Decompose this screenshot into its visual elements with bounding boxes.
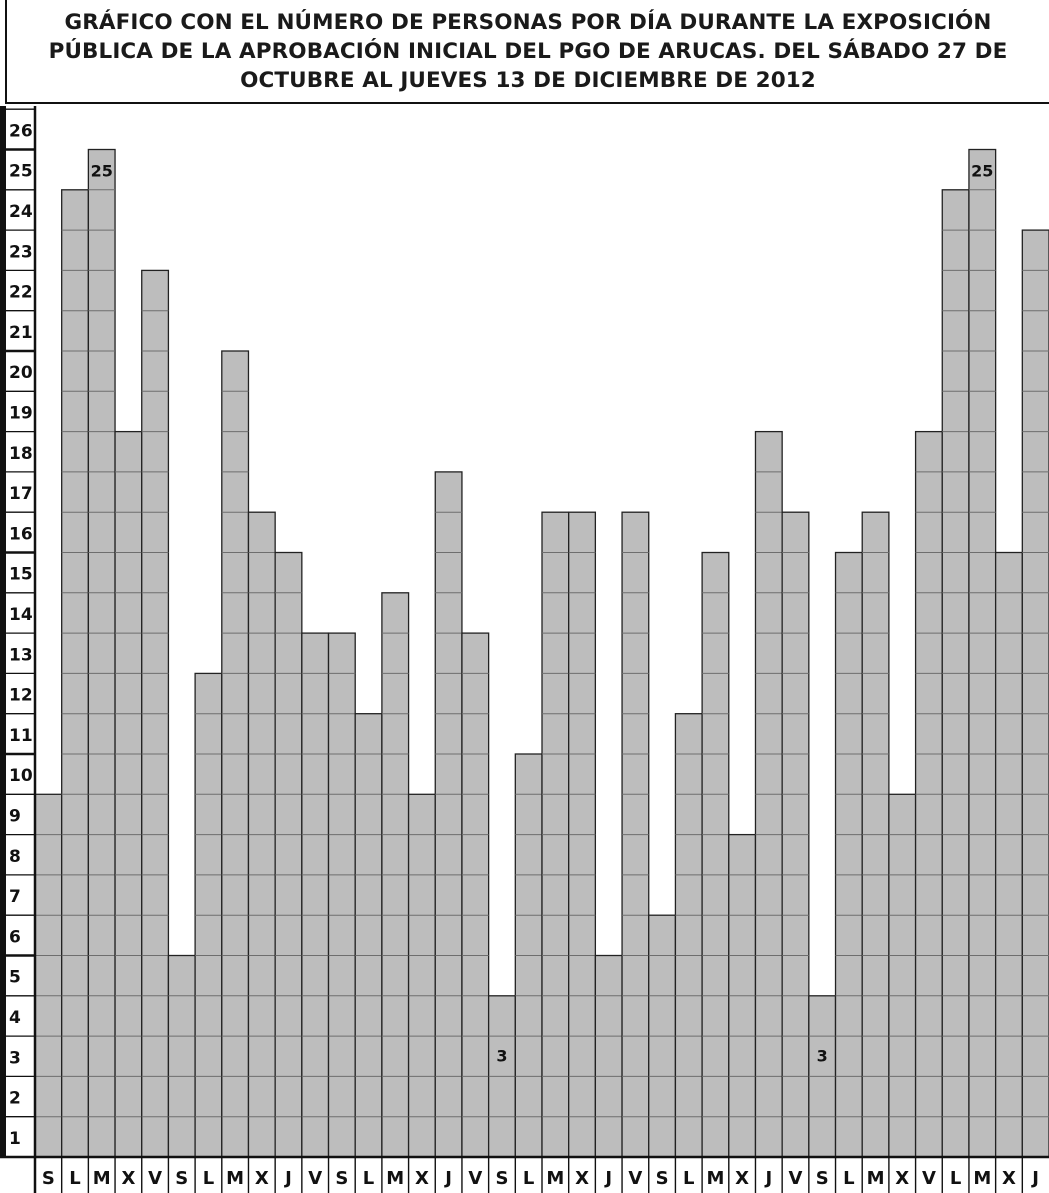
- x-tick-label: L: [523, 1168, 534, 1189]
- y-tick-label: 23: [9, 242, 33, 262]
- x-tick-label: X: [895, 1168, 909, 1189]
- y-tick-label: 11: [9, 726, 33, 746]
- y-tick-label: 18: [9, 444, 33, 464]
- bar: [701, 551, 730, 1158]
- x-tick-label: L: [363, 1168, 374, 1189]
- x-tick-label: L: [203, 1168, 214, 1189]
- x-tick-label: V: [308, 1168, 322, 1189]
- y-tick-label: 26: [9, 121, 33, 141]
- x-tick-label: V: [148, 1168, 162, 1189]
- y-tick-label: 5: [9, 968, 21, 988]
- bar: [834, 551, 863, 1158]
- x-tick-label: M: [93, 1168, 111, 1189]
- y-tick-label: 24: [9, 202, 33, 222]
- x-tick-label: S: [816, 1168, 829, 1189]
- y-tick-label: 8: [9, 847, 21, 867]
- bar: [1021, 229, 1049, 1158]
- x-tick-label: X: [121, 1168, 135, 1189]
- y-tick-label: 4: [9, 1008, 21, 1028]
- x-tick-label: J: [1030, 1168, 1039, 1189]
- y-tick-label: 25: [9, 162, 33, 182]
- y-tick-label: 10: [9, 766, 33, 786]
- bar: [461, 632, 490, 1158]
- x-tick-label: M: [973, 1168, 991, 1189]
- bar: [301, 632, 330, 1158]
- y-tick-label: 14: [9, 605, 33, 625]
- x-tick-label: L: [683, 1168, 694, 1189]
- bar: [34, 793, 63, 1158]
- y-tick-label: 15: [9, 565, 33, 585]
- x-tick-label: S: [175, 1168, 188, 1189]
- bar: [968, 148, 997, 1158]
- y-tick-label: 19: [9, 403, 33, 423]
- x-tick-label: L: [69, 1168, 80, 1189]
- x-tick-label: X: [1002, 1168, 1016, 1189]
- x-tick-label: S: [495, 1168, 508, 1189]
- x-tick-label: V: [468, 1168, 482, 1189]
- bar: [888, 793, 917, 1158]
- x-tick-label: M: [226, 1168, 244, 1189]
- y-tick-label: 12: [9, 686, 33, 706]
- bar: [167, 954, 196, 1158]
- x-tick-label: L: [950, 1168, 961, 1189]
- bar: [87, 148, 116, 1158]
- bar: [407, 793, 436, 1158]
- bar: [274, 551, 303, 1158]
- y-tick-label: 2: [9, 1089, 21, 1109]
- x-tick-label: X: [415, 1168, 429, 1189]
- y-tick-label: 6: [9, 927, 21, 947]
- x-tick-label: S: [42, 1168, 55, 1189]
- x-tick-label: L: [843, 1168, 854, 1189]
- x-tick-label: V: [789, 1168, 803, 1189]
- x-tick-label: M: [867, 1168, 885, 1189]
- x-tick-label: J: [443, 1168, 452, 1189]
- y-tick-label: 3: [9, 1048, 21, 1068]
- bar: [594, 954, 623, 1158]
- data-label: 3: [817, 1046, 828, 1065]
- chart-title: GRÁFICO CON EL NÚMERO DE PERSONAS POR DÍ…: [48, 9, 1008, 93]
- x-tick-label: V: [922, 1168, 936, 1189]
- y-tick-label: 16: [9, 524, 33, 544]
- x-tick-label: X: [735, 1168, 749, 1189]
- bar: [354, 713, 383, 1158]
- x-tick-label: M: [706, 1168, 724, 1189]
- data-label: 3: [496, 1046, 507, 1065]
- y-tick-label: 1: [9, 1129, 21, 1149]
- x-tick-label: X: [575, 1168, 589, 1189]
- bar: [674, 713, 703, 1158]
- data-label: 25: [971, 162, 993, 181]
- x-tick-label: J: [603, 1168, 612, 1189]
- y-tick-label: 13: [9, 645, 33, 665]
- chart-title-box: GRÁFICO CON EL NÚMERO DE PERSONAS POR DÍ…: [5, 0, 1049, 104]
- y-axis-edge: [0, 106, 6, 1157]
- y-tick-label: 21: [9, 323, 33, 343]
- y-tick-label: 9: [9, 806, 21, 826]
- x-tick-label: S: [335, 1168, 348, 1189]
- x-tick-label: J: [283, 1168, 292, 1189]
- bar: [434, 471, 463, 1158]
- x-tick-label: J: [763, 1168, 772, 1189]
- y-tick-label: 7: [9, 887, 21, 907]
- data-label: 25: [91, 162, 113, 181]
- bar: [994, 551, 1023, 1158]
- bar: [327, 632, 356, 1158]
- y-tick-label: 20: [9, 363, 33, 383]
- x-tick-label: X: [255, 1168, 269, 1189]
- y-tick-label: 17: [9, 484, 33, 504]
- y-tick-label: 22: [9, 283, 33, 303]
- x-tick-label: M: [546, 1168, 564, 1189]
- x-tick-label: S: [656, 1168, 669, 1189]
- x-tick-label: M: [386, 1168, 404, 1189]
- x-tick-label: V: [628, 1168, 642, 1189]
